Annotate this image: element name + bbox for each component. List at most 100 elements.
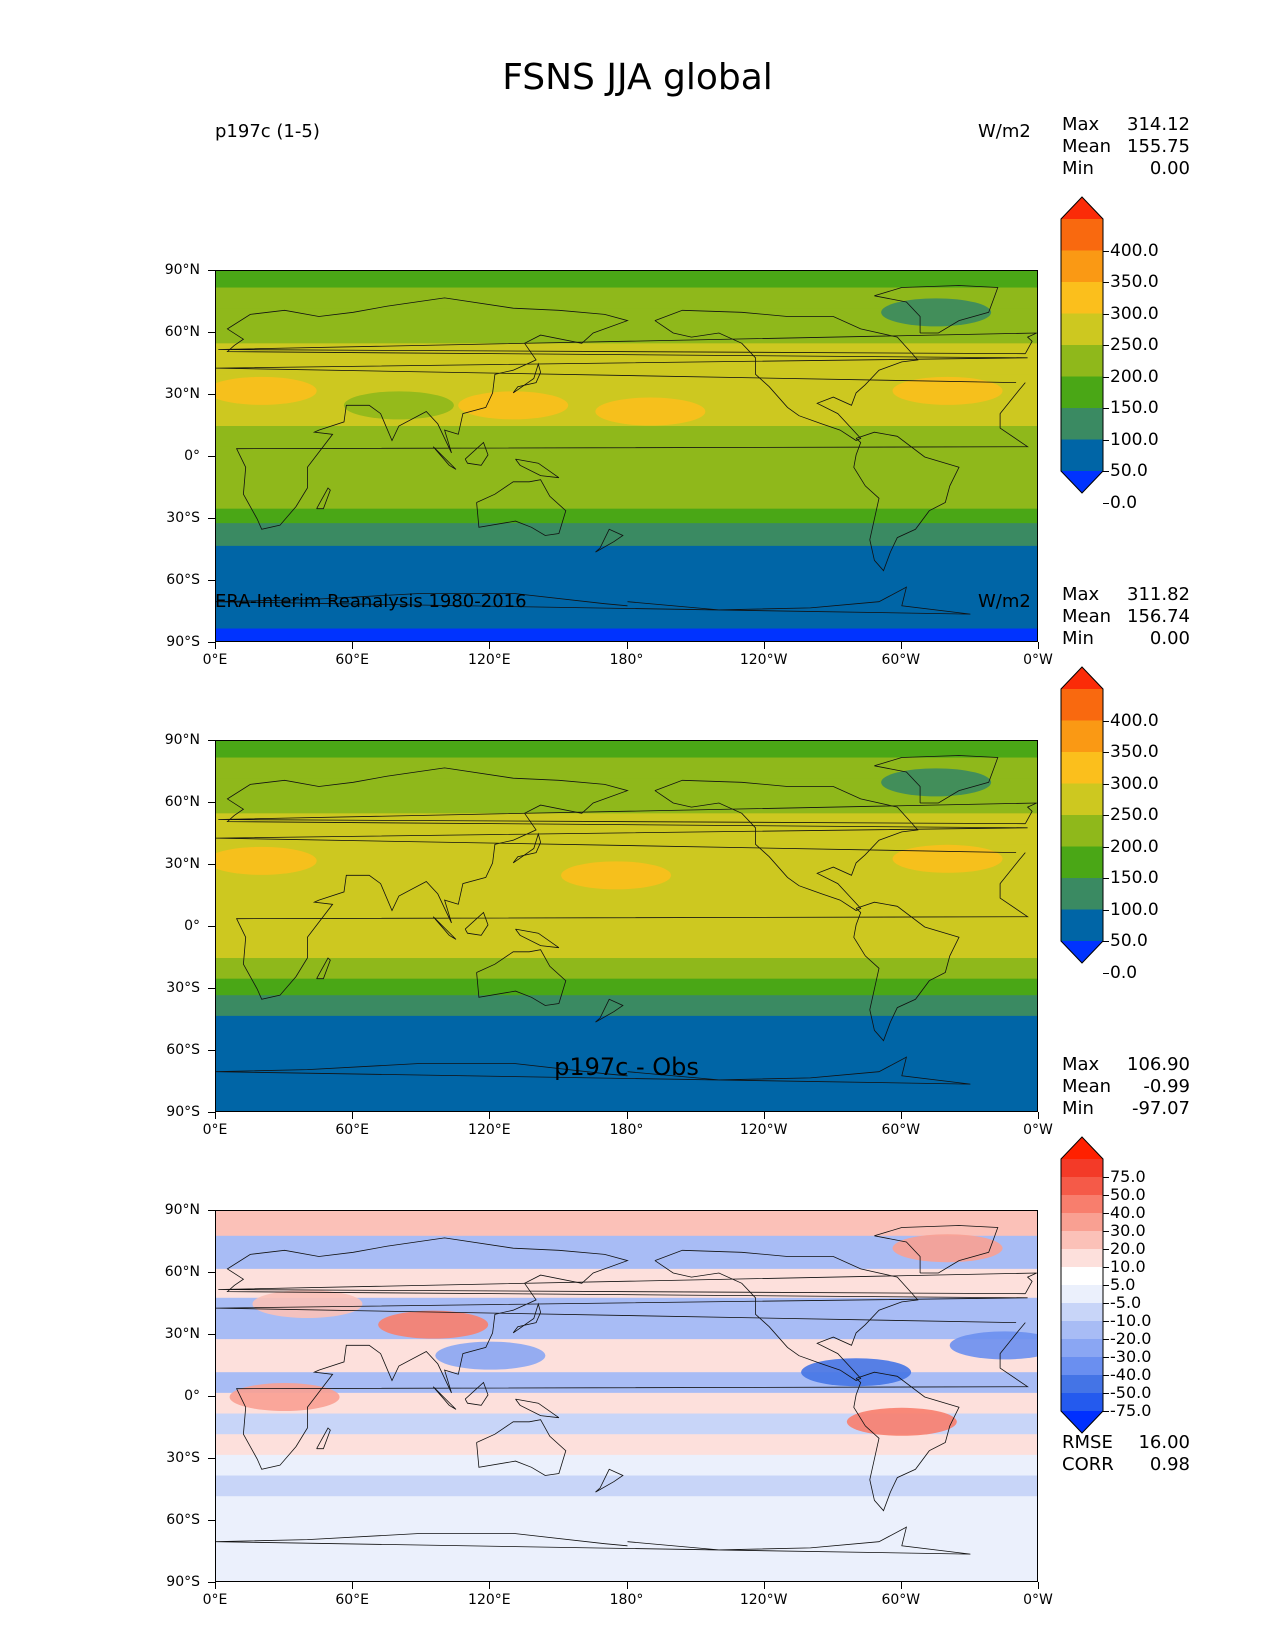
- x-tick-label: 0°E: [202, 652, 228, 668]
- coastline: [218, 802, 1037, 825]
- x-tick-label: 60°W: [881, 652, 921, 668]
- field-band: [216, 741, 1037, 759]
- colorbar-tick-label: 30.0: [1110, 1221, 1146, 1240]
- field-anomaly: [801, 1358, 912, 1387]
- coastline: [216, 1056, 971, 1085]
- y-tick-label: 30°S: [166, 980, 200, 996]
- x-tick: [215, 1582, 216, 1589]
- colorbar-tick: [1103, 1267, 1109, 1268]
- y-tick-label: 30°S: [166, 1450, 200, 1466]
- units-label: W/m2: [978, 121, 1031, 142]
- y-tick: [208, 642, 215, 643]
- coastline: [654, 1249, 919, 1381]
- stat-label-mean: Mean: [1062, 606, 1112, 627]
- y-tick: [208, 864, 215, 865]
- colorbar-segment: [1061, 376, 1103, 409]
- map-obs: [215, 740, 1038, 1112]
- colorbar-segment: [1061, 408, 1103, 440]
- field-band: [216, 523, 1037, 547]
- colorbar-tick: [1103, 1375, 1109, 1376]
- colorbar-tick-label: -20.0: [1110, 1329, 1152, 1348]
- field-band: [216, 1015, 1037, 1111]
- field-band: [216, 1339, 1037, 1373]
- field-anomaly: [458, 391, 569, 420]
- colorbar-tick-label: 75.0: [1110, 1167, 1146, 1186]
- colorbar-segment: [1061, 1303, 1103, 1322]
- y-tick-label: 0°: [184, 1388, 200, 1404]
- stat-value-max: 106.90: [1127, 1054, 1190, 1075]
- colorbar-tick: [1103, 439, 1109, 441]
- coastline: [853, 431, 960, 572]
- coastline: [874, 1225, 999, 1274]
- x-tick: [763, 1112, 765, 1119]
- x-tick: [900, 1582, 902, 1589]
- coastline: [464, 1381, 489, 1406]
- colorbar-tick-label: 350.0: [1110, 272, 1159, 292]
- coastline: [512, 832, 542, 864]
- colorbar-extend-min: [1061, 941, 1103, 963]
- colorbar-tick-label: 200.0: [1110, 836, 1159, 857]
- coastline: [218, 332, 1037, 355]
- map-svg: [216, 741, 1037, 1111]
- colorbar-segment: [1061, 345, 1103, 377]
- colorbar-tick: [1103, 1195, 1109, 1196]
- x-tick: [489, 1112, 491, 1119]
- stat-label-max: Max: [1062, 1054, 1100, 1075]
- panel-title-left: p197c (1-5): [215, 121, 320, 142]
- field-band: [216, 958, 1037, 980]
- x-tick: [1038, 1582, 1039, 1589]
- x-tick-label: 120°E: [468, 652, 511, 668]
- colorbar-tick-label: 40.0: [1110, 1203, 1146, 1222]
- colorbar-extend-min: [1061, 471, 1103, 493]
- colorbar-segment: [1061, 815, 1103, 847]
- coastline: [476, 949, 567, 1006]
- y-tick: [208, 518, 215, 519]
- colorbar-tick: [1103, 376, 1109, 378]
- colorbar-segment: [1061, 439, 1103, 472]
- coastline: [216, 586, 971, 615]
- colorbar-tick-label: -75.0: [1110, 1401, 1152, 1420]
- colorbar-tick-label: -50.0: [1110, 1383, 1152, 1402]
- y-tick: [208, 394, 215, 395]
- field-anomaly: [892, 844, 1003, 873]
- field-band: [216, 1496, 1037, 1581]
- y-tick: [208, 270, 215, 271]
- x-tick-label: 120°W: [739, 1592, 788, 1608]
- colorbar-tick-label: 350.0: [1110, 742, 1159, 762]
- colorbar-segment: [1061, 1285, 1103, 1304]
- x-tick: [352, 642, 354, 649]
- map-model: [215, 270, 1038, 642]
- field-band: [216, 628, 1037, 641]
- y-tick-label: 90°N: [164, 262, 200, 278]
- coastline: [595, 528, 624, 553]
- stat-label-mean: Mean: [1062, 136, 1112, 157]
- colorbar: [1060, 1136, 1104, 1434]
- colorbar-segment: [1061, 878, 1103, 910]
- y-tick-label: 60°N: [164, 1264, 200, 1280]
- colorbar-segment: [1061, 846, 1103, 879]
- stat-value-mean: -0.99: [1143, 1076, 1190, 1097]
- coastline: [595, 998, 624, 1023]
- field-band: [216, 545, 1037, 630]
- field-anomaly: [216, 846, 317, 875]
- y-tick: [208, 580, 215, 581]
- coastline: [512, 362, 542, 394]
- y-tick: [208, 1334, 215, 1335]
- colorbar-tick: [1103, 878, 1109, 879]
- y-tick-label: 0°: [184, 918, 200, 934]
- colorbar-tick-label: 250.0: [1110, 805, 1159, 825]
- x-tick: [900, 1112, 902, 1119]
- x-tick-label: 180°: [609, 652, 644, 668]
- y-tick: [208, 1050, 215, 1051]
- field-band: [216, 995, 1037, 1017]
- colorbar-segment: [1061, 1195, 1103, 1214]
- units-label: W/m2: [978, 591, 1031, 612]
- coastline: [432, 446, 457, 470]
- colorbar-segment: [1061, 282, 1103, 314]
- coastline: [432, 916, 457, 940]
- colorbar-tick-label: 5.0: [1110, 1275, 1136, 1294]
- colorbar-tick-label: 400.0: [1110, 240, 1159, 261]
- colorbar-tick: [1103, 972, 1109, 974]
- stat-label-min: Min: [1062, 628, 1094, 649]
- colorbar-segment: [1061, 250, 1103, 283]
